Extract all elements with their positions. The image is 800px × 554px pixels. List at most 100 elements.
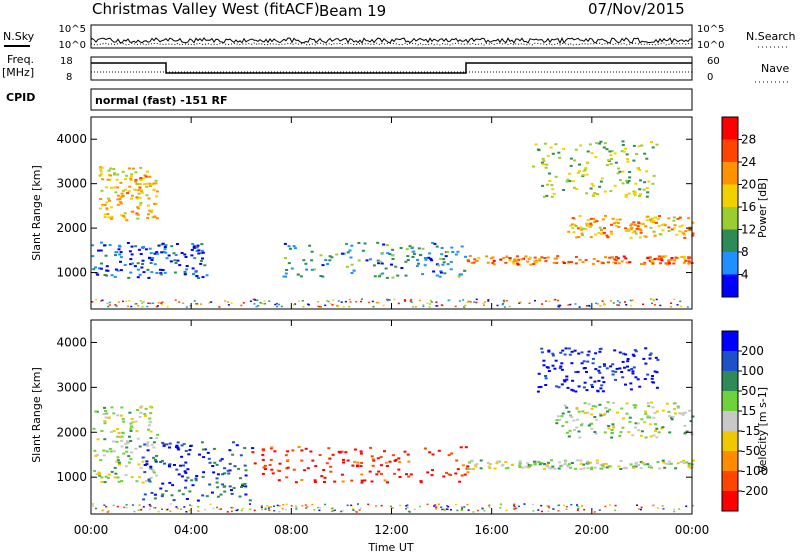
data-cell	[600, 384, 604, 387]
data-cell	[575, 236, 579, 239]
data-cell	[569, 164, 573, 167]
data-cell	[149, 467, 153, 470]
data-cell	[348, 305, 351, 308]
data-cell	[629, 228, 633, 231]
data-cell	[630, 223, 634, 226]
data-cell	[664, 462, 668, 465]
data-cell	[321, 275, 325, 278]
data-cell	[330, 507, 333, 510]
data-cell	[598, 365, 602, 368]
data-cell	[284, 272, 288, 275]
data-cell	[463, 473, 467, 476]
data-cell	[486, 261, 490, 264]
data-cell	[504, 461, 508, 463]
data-cell	[327, 300, 330, 303]
data-cell	[424, 258, 428, 261]
data-cell	[673, 510, 676, 513]
data-cell	[463, 305, 466, 308]
y-tick-label: 3000	[56, 177, 87, 191]
data-cell	[318, 507, 321, 509]
nsky-label: N.Sky	[3, 30, 35, 43]
data-cell	[590, 468, 593, 471]
data-cell	[654, 423, 657, 426]
data-cell	[567, 260, 571, 263]
data-cell	[323, 481, 326, 483]
data-cell	[620, 260, 624, 263]
data-cell	[585, 389, 589, 392]
data-cell	[278, 505, 281, 507]
data-cell	[131, 262, 135, 265]
data-cell	[92, 505, 95, 507]
data-cell	[651, 262, 655, 265]
data-cell	[630, 368, 634, 370]
data-cell	[284, 454, 288, 457]
data-cell	[613, 152, 617, 155]
data-cell	[670, 302, 673, 304]
data-cell	[95, 272, 99, 275]
data-cell	[584, 259, 588, 262]
data-cell	[565, 378, 569, 381]
data-cell	[150, 209, 153, 212]
data-cell	[97, 267, 101, 270]
data-cell	[391, 454, 395, 457]
data-cell	[117, 480, 121, 483]
data-cell	[640, 144, 644, 147]
data-cell	[487, 465, 491, 468]
data-cell	[182, 443, 186, 445]
data-cell	[391, 276, 395, 279]
data-cell	[125, 507, 128, 509]
data-cell	[616, 300, 619, 302]
data-cell	[440, 506, 443, 508]
data-cell	[610, 429, 614, 431]
data-cell	[244, 469, 248, 472]
data-cell	[113, 275, 117, 278]
data-cell	[255, 305, 258, 308]
data-cell	[634, 350, 638, 353]
data-cell	[543, 195, 546, 198]
data-cell	[342, 306, 345, 308]
data-cell	[581, 410, 585, 413]
data-cell	[617, 167, 621, 170]
data-cell	[620, 371, 624, 373]
data-cell	[581, 261, 585, 264]
data-cell	[121, 170, 125, 173]
data-cell	[393, 459, 397, 462]
data-cell	[667, 463, 671, 466]
data-cell	[670, 418, 674, 421]
data-cell	[544, 166, 548, 169]
data-cell	[253, 509, 256, 512]
data-cell	[557, 467, 561, 470]
data-cell	[137, 248, 141, 251]
data-cell	[228, 485, 232, 488]
data-cell	[122, 420, 126, 423]
data-cell	[636, 225, 640, 228]
data-cell	[512, 504, 515, 507]
data-cell	[98, 174, 102, 177]
data-cell	[117, 248, 121, 251]
data-cell	[673, 259, 677, 262]
data-cell	[201, 494, 205, 497]
data-cell	[614, 262, 618, 265]
colorbar-segment	[722, 411, 738, 432]
colorbar-segment	[722, 207, 738, 230]
data-cell	[604, 462, 608, 465]
data-cell	[101, 178, 105, 181]
data-cell	[144, 175, 148, 178]
data-cell	[599, 140, 603, 143]
data-cell	[542, 359, 546, 362]
data-cell	[639, 193, 642, 196]
data-cell	[591, 184, 595, 187]
data-cell	[673, 508, 676, 511]
data-cell	[311, 503, 314, 506]
data-cell	[549, 146, 553, 149]
data-cell	[662, 508, 665, 510]
data-cell	[153, 507, 156, 509]
data-cell	[359, 452, 363, 455]
data-cell	[652, 230, 656, 233]
data-cell	[567, 463, 571, 466]
data-cell	[466, 503, 469, 506]
data-cell	[158, 268, 162, 271]
data-cell	[578, 258, 582, 261]
data-cell	[575, 426, 579, 429]
data-cell	[586, 467, 590, 469]
